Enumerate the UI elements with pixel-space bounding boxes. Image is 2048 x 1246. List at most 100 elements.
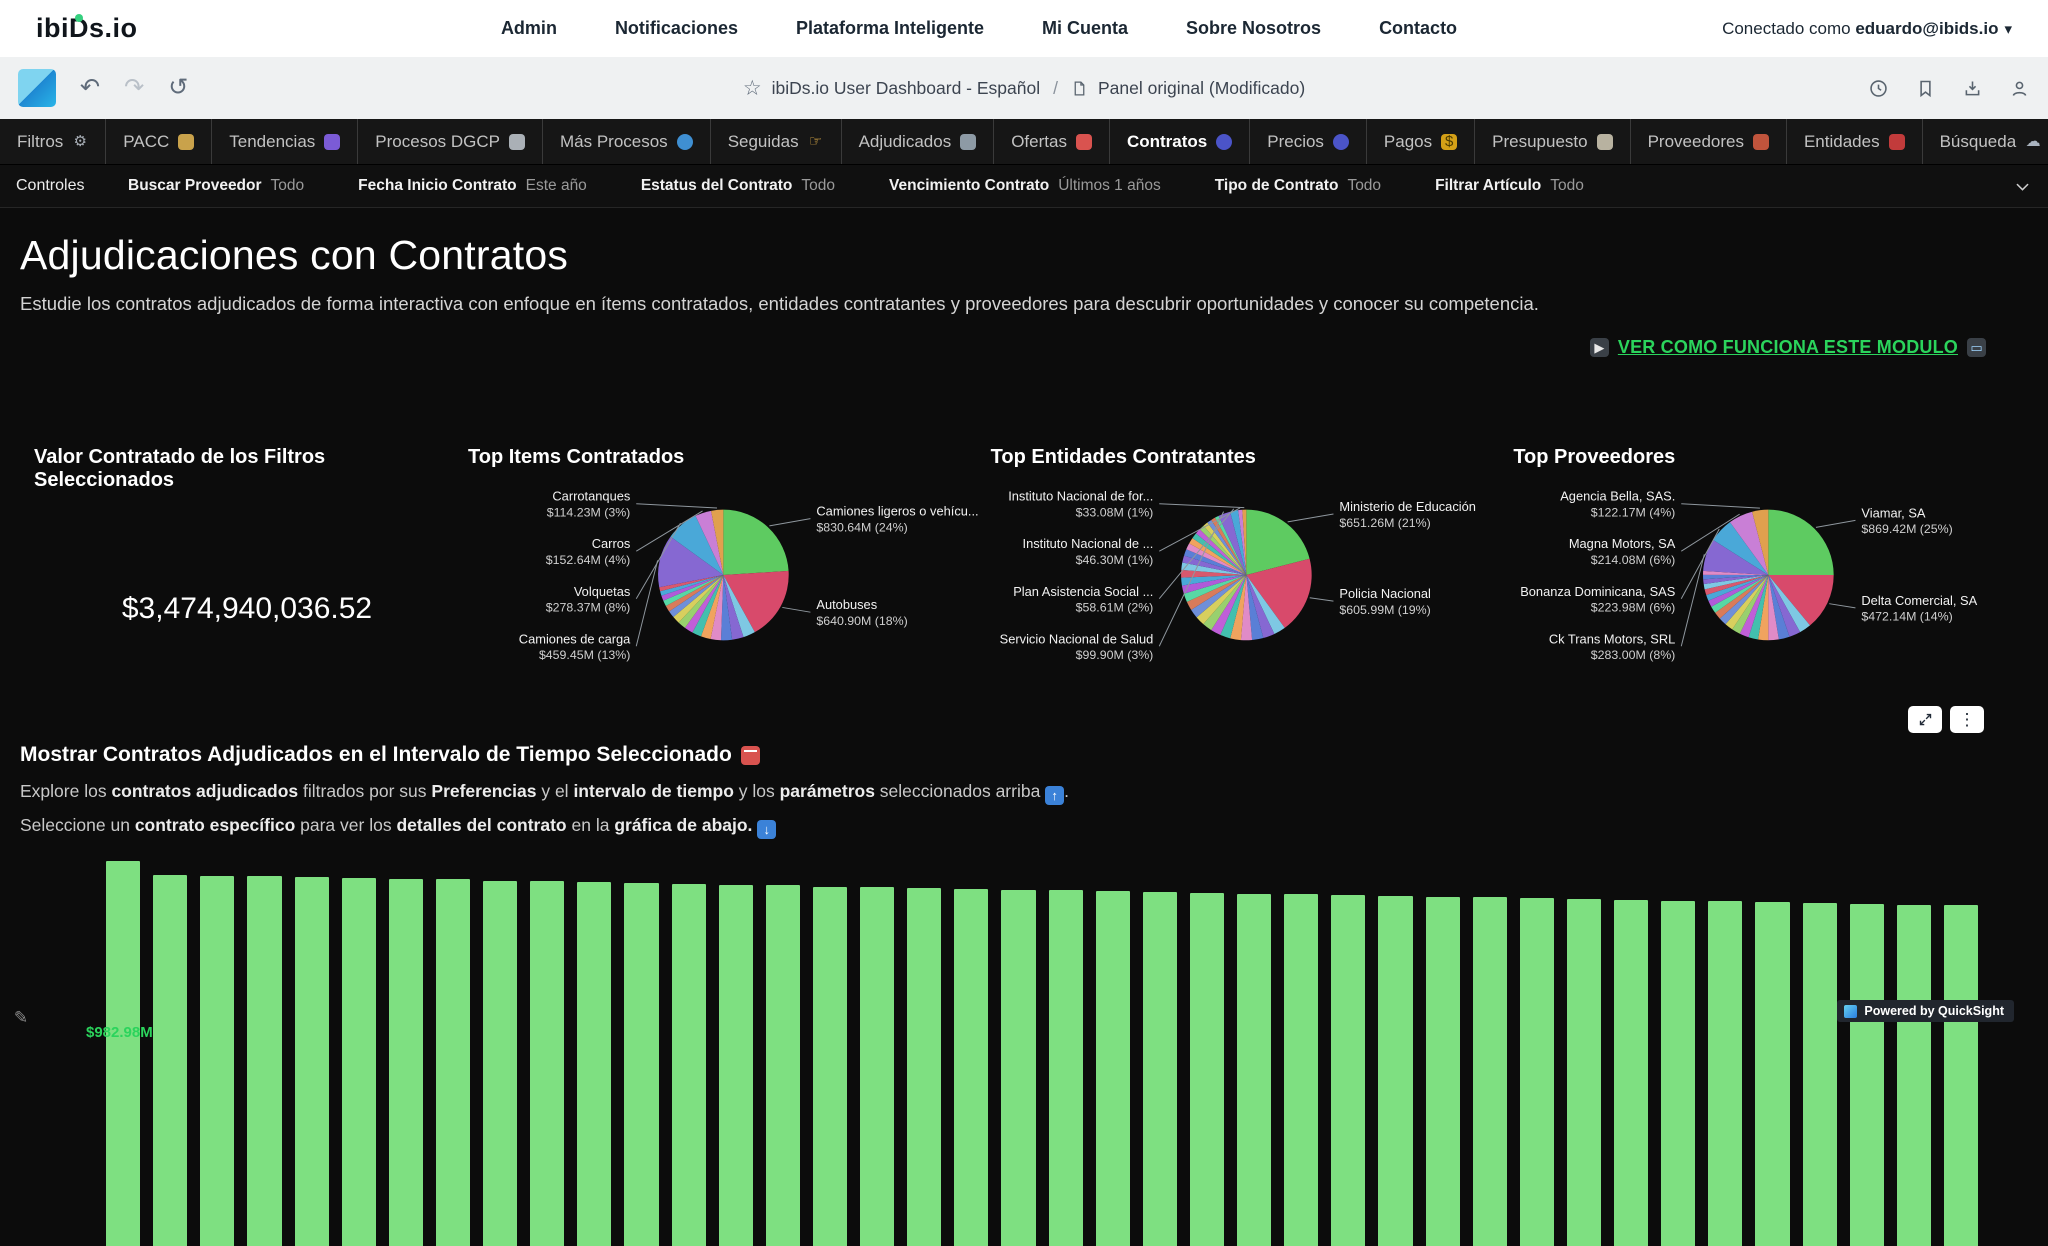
bar[interactable] [1520,898,1554,1246]
topnav-link-notificaciones[interactable]: Notificaciones [615,18,738,39]
account-menu[interactable]: Conectado como eduardo@ibids.io ▾ [1632,19,2012,39]
top-navbar: ibiDs.io Admin Notificaciones Plataforma I… [0,0,2048,57]
pie-chart-top-proveedores[interactable]: Viamar, SA$869.42M (25%)Delta Comercial,… [1513,473,2028,673]
tab-precios[interactable]: Precios [1250,119,1367,164]
bar[interactable] [1001,890,1035,1246]
pie-label-magna-motors-sa: Magna Motors, SA$214.08M (6%) [1569,536,1676,567]
account-prefix: Conectado como [1722,19,1855,39]
quicksight-logo[interactable] [18,69,56,107]
bar[interactable] [1803,903,1837,1246]
tab-label: Tendencias [229,132,315,152]
bar[interactable] [1331,895,1365,1246]
bar[interactable] [624,883,658,1246]
bar[interactable] [1708,901,1742,1246]
bar[interactable] [1049,890,1083,1246]
bar-section-title-text: Mostrar Contratos Adjudicados en el Inte… [20,743,732,767]
history-clock-icon[interactable] [1868,78,1889,99]
favorite-star-icon[interactable]: ☆ [743,76,762,101]
bar[interactable] [247,876,281,1246]
tab-entidades[interactable]: Entidades [1787,119,1923,164]
reset-button[interactable]: ↺ [168,76,188,100]
topnav-link-plataforma-inteligente[interactable]: Plataforma Inteligente [796,18,984,39]
topnav-link-mi-cuenta[interactable]: Mi Cuenta [1042,18,1128,39]
filter-label: Filtrar Artículo [1435,177,1541,194]
pie-slice-camiones-ligeros-o-vehicu[interactable] [723,510,788,575]
dashboard-title: ibiDs.io User Dashboard - Español [772,78,1040,99]
bottom-left-corner-icon[interactable]: ✎ [8,1008,34,1038]
module-help-link[interactable]: ▶ VER COMO FUNCIONA ESTE MODULO ▭ [1590,337,1986,358]
bar[interactable] [1237,894,1271,1246]
topnav-link-contacto[interactable]: Contacto [1379,18,1457,39]
expand-button[interactable] [1908,706,1942,733]
bar[interactable] [1661,901,1695,1246]
export-download-icon[interactable] [1962,78,1983,99]
controls-collapse-chevron-icon[interactable] [2013,177,2032,196]
tab-adjudicados[interactable]: Adjudicados [842,119,995,164]
bar[interactable] [860,887,894,1246]
pie-chart-top-items[interactable]: Camiones ligeros o vehícu...$830.64M (24… [468,473,983,673]
bar[interactable] [436,879,470,1246]
page-subtitle: Estudie los contratos adjudicados de for… [20,293,2028,315]
pie-slice-viamar-sa[interactable] [1769,510,1834,575]
bar[interactable] [719,885,753,1246]
bar[interactable] [766,885,800,1246]
tab-pagos[interactable]: Pagos$ [1367,119,1475,164]
bar[interactable] [954,889,988,1246]
bar[interactable] [342,878,376,1246]
tab-busqueda[interactable]: Búsqueda☁ [1923,119,2048,164]
bar[interactable] [1614,900,1648,1246]
bar[interactable] [389,879,423,1246]
tab-seguidas[interactable]: Seguidas☞ [711,119,842,164]
redo-button[interactable]: ↷ [124,76,144,100]
bar[interactable] [1143,892,1177,1246]
bar[interactable] [1284,894,1318,1246]
bar[interactable] [1567,899,1601,1246]
share-person-icon[interactable] [2009,78,2030,99]
bar-chart [20,861,2028,1246]
bar[interactable] [106,861,140,1246]
app-logo[interactable]: ibiDs.io [36,13,326,44]
tab-ofertas[interactable]: Ofertas [994,119,1110,164]
tab-proveedores[interactable]: Proveedores [1631,119,1787,164]
tab-pacc[interactable]: PACC [106,119,212,164]
bar[interactable] [1190,893,1224,1246]
bar[interactable] [1755,902,1789,1246]
bar[interactable] [1897,905,1931,1246]
tab-filtros[interactable]: Filtros⚙ [0,119,106,164]
topnav-link-sobre-nosotros[interactable]: Sobre Nosotros [1186,18,1321,39]
tab-procesos-dgcp[interactable]: Procesos DGCP [358,119,543,164]
tab-tendencias[interactable]: Tendencias [212,119,358,164]
bar[interactable] [672,884,706,1246]
pie-chart-top-entidades[interactable]: Ministerio de Educación$651.26M (21%)Pol… [991,473,1506,673]
bar[interactable] [153,875,187,1246]
bar[interactable] [530,881,564,1246]
topnav-link-admin[interactable]: Admin [501,18,557,39]
bar[interactable] [907,888,941,1246]
bar[interactable] [483,881,517,1246]
bar[interactable] [1426,897,1460,1246]
bar[interactable] [1378,896,1412,1246]
bookmark-icon[interactable] [1915,78,1936,99]
bar[interactable] [1850,904,1884,1246]
tab-contratos[interactable]: Contratos [1110,119,1250,164]
pie-label-bonanza-dominicana-sas: Bonanza Dominicana, SAS$223.98M (6%) [1521,584,1676,615]
menu-kebab-button[interactable]: ⋮ [1950,706,1984,733]
pie-label-leader [1287,514,1333,522]
bar[interactable] [1473,897,1507,1246]
bar[interactable] [577,882,611,1246]
bar[interactable] [200,876,234,1246]
bar[interactable] [295,877,329,1246]
bar[interactable] [1096,891,1130,1246]
bar[interactable] [1944,905,1978,1246]
undo-button[interactable]: ↶ [80,76,100,100]
tab-presupuesto[interactable]: Presupuesto [1475,119,1630,164]
bar[interactable] [813,887,847,1246]
tab-mas-procesos[interactable]: Más Procesos [543,119,711,164]
